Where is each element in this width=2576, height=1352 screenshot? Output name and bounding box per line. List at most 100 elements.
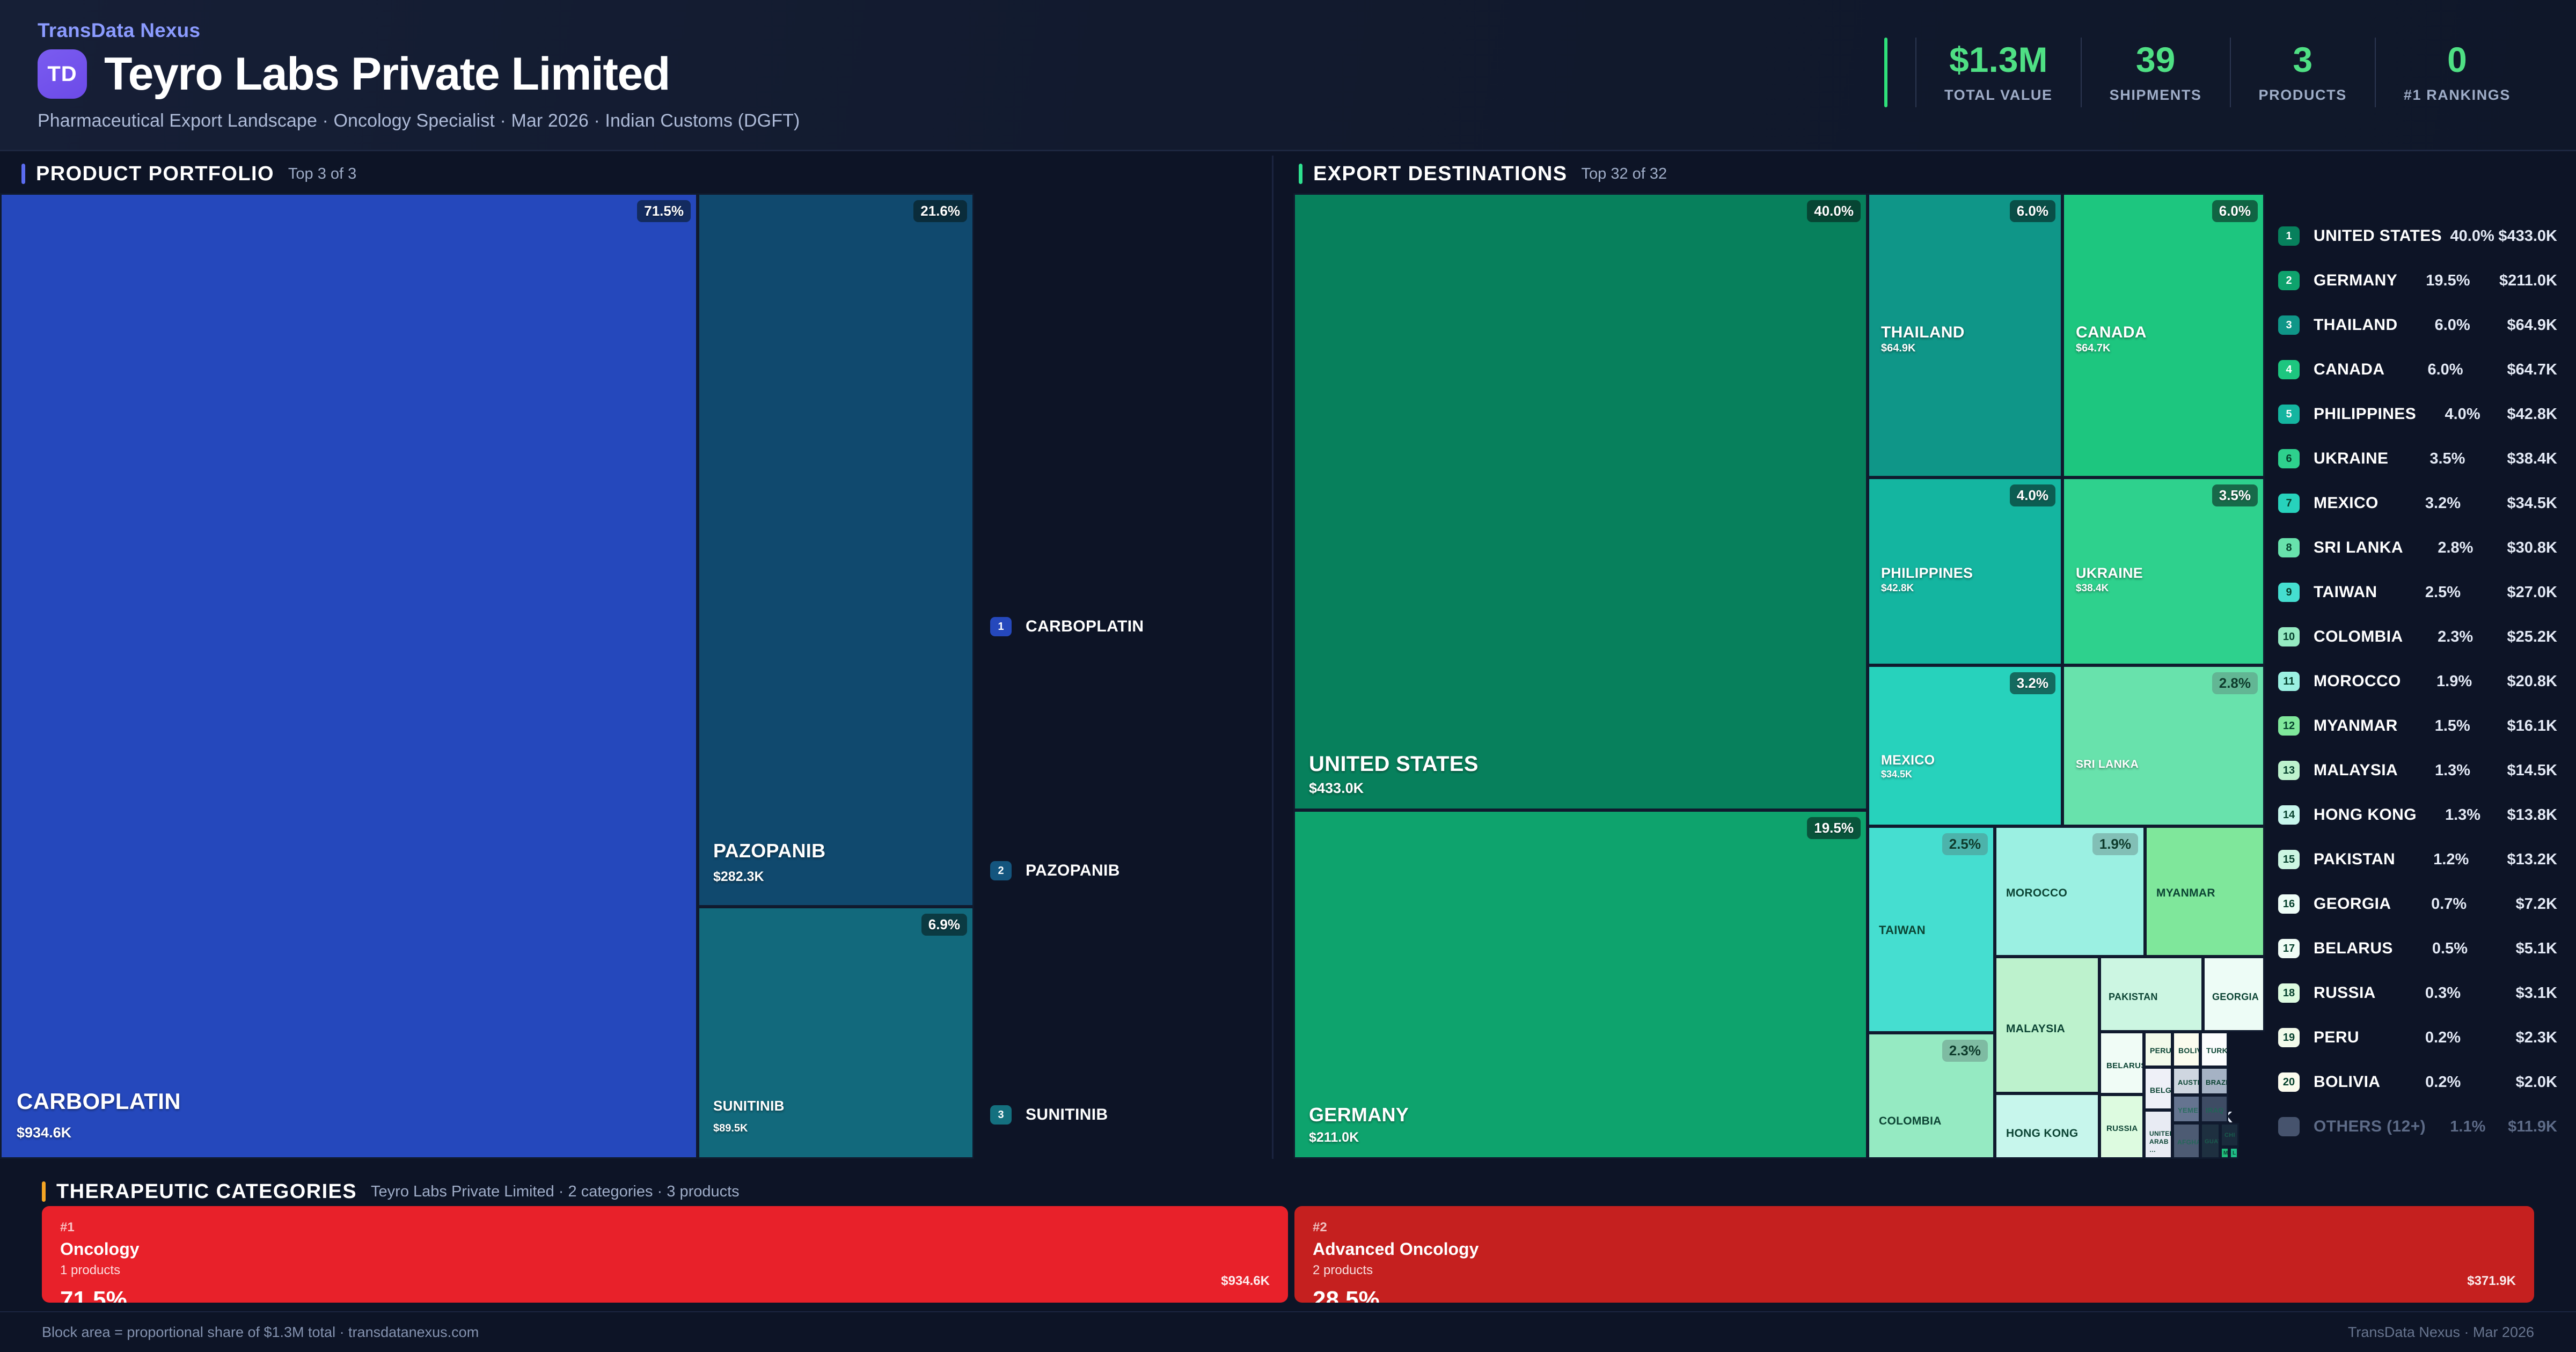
- stat-label: SHIPMENTS: [2109, 86, 2202, 103]
- treemap-tile-iraq[interactable]: IRAQ: [2200, 1095, 2228, 1123]
- tile-label: PAKISTAN: [2109, 991, 2158, 1002]
- list-item-thailand[interactable]: 3 THAILAND 6.0% $64.9K: [2278, 314, 2557, 336]
- list-item-mexico[interactable]: 7 MEXICO 3.2% $34.5K: [2278, 493, 2557, 514]
- rank-badge: 2: [2278, 271, 2300, 290]
- list-item-value: $5.1K: [2515, 939, 2557, 957]
- treemap-tile-mexico[interactable]: 3.2% MEXICO $34.5K: [1868, 665, 2062, 826]
- therapeutic-card-advanced-oncology[interactable]: #2 Advanced Oncology 2 products 28.5% $3…: [1294, 1206, 2534, 1303]
- rank-badge: 12: [2278, 716, 2300, 736]
- list-item-georgia[interactable]: 16 GEORGIA 0.7% $7.2K: [2278, 893, 2557, 915]
- panel-divider: [1272, 156, 1274, 1159]
- list-item-label: BELARUS: [2314, 939, 2393, 957]
- list-item-label: SUNITINIB: [1026, 1106, 1108, 1123]
- tile-percent: 40.0%: [1807, 200, 1861, 222]
- section-title: EXPORT DESTINATIONS: [1313, 162, 1568, 185]
- treemap-tile-united-states[interactable]: 40.0% UNITED STATES $433.0K: [1293, 193, 1868, 810]
- list-item-russia[interactable]: 18 RUSSIA 0.3% $3.1K: [2278, 982, 2557, 1004]
- tile-label: COLOMBIA: [1879, 1115, 1942, 1127]
- treemap-tile-colombia[interactable]: 2.3% COLOMBIA: [1868, 1033, 1995, 1159]
- treemap-tile-australia[interactable]: AUSTRALIA: [2172, 1067, 2200, 1095]
- rank-badge: 3: [2278, 315, 2300, 335]
- tile-percent: 6.0%: [2212, 200, 2258, 222]
- treemap-tile-united-arab-emirates[interactable]: UNITED ARAB …: [2144, 1110, 2172, 1159]
- list-item-value: $11.9K: [2508, 1118, 2557, 1135]
- treemap-tile-philippines[interactable]: 4.0% PHILIPPINES $42.8K: [1868, 477, 2062, 665]
- rank-badge: 14: [2278, 805, 2300, 825]
- treemap-tile-pazopanib[interactable]: 21.6% PAZOPANIB $282.3K: [698, 193, 974, 907]
- tile-percent: 6.9%: [921, 914, 967, 936]
- treemap-tile-taiwan[interactable]: 2.5% TAIWAN: [1868, 826, 1995, 1033]
- treemap-tile-germany[interactable]: 19.5% GERMANY $211.0K: [1293, 810, 1868, 1159]
- treemap-tile-peru[interactable]: PERU: [2144, 1032, 2172, 1067]
- tile-percent: 19.5%: [1807, 817, 1861, 839]
- treemap-tile-malaysia[interactable]: MALAYSIA: [1995, 957, 2099, 1093]
- treemap-tile-guatemala[interactable]: GUATE: [2200, 1123, 2220, 1159]
- list-item-percent: 6.0%: [2434, 316, 2470, 334]
- rank-badge: 11: [2278, 672, 2300, 691]
- treemap-tile-ukraine[interactable]: 3.5% UKRAINE $38.4K: [2062, 477, 2265, 665]
- list-item-others[interactable]: OTHERS (12+) 1.1% $11.9K: [2278, 1116, 2557, 1137]
- therapeutic-card-oncology[interactable]: #1 Oncology 1 products 71.5% $934.6K: [42, 1206, 1288, 1303]
- app-header: TransData Nexus TD Teyro Labs Private Li…: [0, 0, 2576, 151]
- list-item-united-states[interactable]: 1 UNITED STATES 40.0% $433.0K: [2278, 225, 2557, 247]
- list-item-percent: 1.2%: [2433, 850, 2469, 868]
- list-item-colombia[interactable]: 10 COLOMBIA 2.3% $25.2K: [2278, 626, 2557, 648]
- rank-badge: 1: [990, 617, 1012, 636]
- treemap-tile-myanmar[interactable]: MYANMAR: [2145, 826, 2265, 957]
- treemap-tile-bolivia[interactable]: BOLIVIA: [2172, 1032, 2200, 1067]
- rank-badge: 19: [2278, 1028, 2300, 1047]
- tile-label: GEORGIA: [2212, 991, 2259, 1002]
- list-item-peru[interactable]: 19 PERU 0.2% $2.3K: [2278, 1027, 2557, 1048]
- treemap-tile-afghanistan[interactable]: AFGHANISTAN: [2172, 1123, 2200, 1159]
- section-subtitle: Top 3 of 3: [288, 165, 357, 182]
- treemap-tile-thailand[interactable]: 6.0% THAILAND $64.9K: [1868, 193, 2062, 477]
- list-item-philippines[interactable]: 5 PHILIPPINES 4.0% $42.8K: [2278, 403, 2557, 425]
- list-item-pakistan[interactable]: 15 PAKISTAN 1.2% $13.2K: [2278, 849, 2557, 870]
- treemap-tile-micro-m[interactable]: M: [2220, 1147, 2229, 1159]
- list-item-belarus[interactable]: 17 BELARUS 0.5% $5.1K: [2278, 938, 2557, 959]
- list-item-morocco[interactable]: 11 MOROCCO 1.9% $20.8K: [2278, 671, 2557, 692]
- tile-label: YEMEN: [2178, 1106, 2199, 1114]
- list-item-value: $25.2K: [2507, 628, 2557, 645]
- treemap-tile-pakistan[interactable]: PAKISTAN: [2099, 957, 2203, 1032]
- list-item-percent: 2.8%: [2438, 539, 2473, 556]
- tile-label: BELGIUM: [2150, 1086, 2172, 1094]
- treemap-tile-china[interactable]: CHI: [2220, 1123, 2239, 1147]
- treemap-tile-micro-l[interactable]: L: [2229, 1147, 2238, 1159]
- treemap-tile-carboplatin[interactable]: 71.5% CARBOPLATIN $934.6K: [0, 193, 698, 1159]
- treemap-tile-russia[interactable]: RUSSIA: [2099, 1094, 2144, 1159]
- list-item-ukraine[interactable]: 6 UKRAINE 3.5% $38.4K: [2278, 448, 2557, 469]
- section-tick-icon: [42, 1181, 46, 1202]
- list-item-label: BOLIVIA: [2314, 1073, 2381, 1091]
- list-item-myanmar[interactable]: 12 MYANMAR 1.5% $16.1K: [2278, 715, 2557, 737]
- tile-label: SUNITINIB: [713, 1098, 785, 1114]
- list-item-pazopanib[interactable]: 2 PAZOPANIB: [990, 861, 1120, 880]
- list-item-hong-kong[interactable]: 14 HONG KONG 1.3% $13.8K: [2278, 804, 2557, 826]
- treemap-tile-sri-lanka[interactable]: 2.8% SRI LANKA: [2062, 665, 2265, 826]
- page-footer: Block area = proportional share of $1.3M…: [0, 1311, 2576, 1352]
- list-item-sunitinib[interactable]: 3 SUNITINIB: [990, 1105, 1108, 1125]
- list-item-malaysia[interactable]: 13 MALAYSIA 1.3% $14.5K: [2278, 760, 2557, 781]
- list-item-carboplatin[interactable]: 1 CARBOPLATIN: [990, 617, 1144, 636]
- treemap-tile-sunitinib[interactable]: 6.9% SUNITINIB $89.5K: [698, 907, 974, 1159]
- treemap-tile-canada[interactable]: 6.0% CANADA $64.7K: [2062, 193, 2265, 477]
- product-rank-list: 1 CARBOPLATIN 71.5% $934.6K 2 PAZOPANIB …: [977, 193, 2233, 1159]
- treemap-tile-turkey[interactable]: TURKEY: [2200, 1032, 2228, 1067]
- list-item-value: $13.2K: [2507, 850, 2557, 868]
- tile-label: BELARUS: [2106, 1061, 2144, 1070]
- treemap-tile-belgium[interactable]: BELGIUM: [2144, 1067, 2172, 1110]
- list-item-sri-lanka[interactable]: 8 SRI LANKA 2.8% $30.8K: [2278, 537, 2557, 559]
- list-item-label: TAIWAN: [2314, 583, 2377, 601]
- treemap-tile-georgia[interactable]: GEORGIA: [2203, 957, 2265, 1032]
- list-item-taiwan[interactable]: 9 TAIWAN 2.5% $27.0K: [2278, 582, 2557, 603]
- treemap-tile-belarus[interactable]: BELARUS: [2099, 1032, 2144, 1094]
- treemap-tile-brazil[interactable]: BRAZIL: [2200, 1067, 2228, 1095]
- tile-label: THAILAND: [1881, 324, 1965, 341]
- list-item-germany[interactable]: 2 GERMANY 19.5% $211.0K: [2278, 270, 2557, 291]
- treemap-tile-morocco[interactable]: 1.9% MOROCCO: [1995, 826, 2145, 957]
- list-item-canada[interactable]: 4 CANADA 6.0% $64.7K: [2278, 359, 2557, 380]
- treemap-tile-hong-kong[interactable]: HONG KONG: [1995, 1093, 2099, 1159]
- treemap-tile-yemen[interactable]: YEMEN: [2172, 1095, 2200, 1123]
- list-item-bolivia[interactable]: 20 BOLIVIA 0.2% $2.0K: [2278, 1071, 2557, 1093]
- list-item-label: HONG KONG: [2314, 806, 2417, 824]
